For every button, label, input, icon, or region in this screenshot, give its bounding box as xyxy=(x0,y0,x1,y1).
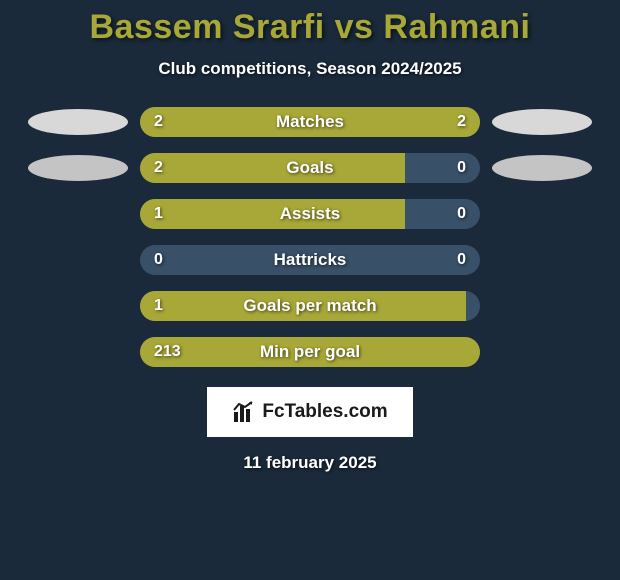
stat-value-left: 1 xyxy=(154,205,163,223)
stat-label: Goals xyxy=(286,158,333,178)
stat-label: Assists xyxy=(280,204,340,224)
stat-value-right: 0 xyxy=(457,205,466,223)
stat-rows: 2 Matches 2 2 Goals 0 1 Assists 0 0 Hattricks 0 1 Goa… xyxy=(0,107,620,367)
fctables-logo[interactable]: FcTables.com xyxy=(207,387,413,437)
stat-row: 0 Hattricks 0 xyxy=(0,245,620,275)
stat-label: Hattricks xyxy=(274,250,347,270)
stat-label: Matches xyxy=(276,112,344,132)
stat-bar: 2 Goals 0 xyxy=(140,153,480,183)
player-right-avatar xyxy=(492,109,592,135)
stat-value-right: 0 xyxy=(457,251,466,269)
stat-bar: 0 Hattricks 0 xyxy=(140,245,480,275)
chart-icon xyxy=(232,400,256,424)
stat-value-left: 1 xyxy=(154,297,163,315)
date-label: 11 february 2025 xyxy=(0,453,620,473)
stat-value-left: 213 xyxy=(154,343,181,361)
stat-label: Goals per match xyxy=(243,296,376,316)
player-left-avatar xyxy=(28,109,128,135)
stat-row: 1 Assists 0 xyxy=(0,199,620,229)
stat-bar: 1 Goals per match xyxy=(140,291,480,321)
spacer xyxy=(492,247,592,273)
bar-fill-left xyxy=(140,199,405,229)
spacer xyxy=(28,247,128,273)
logo-text: FcTables.com xyxy=(262,401,387,423)
stat-value-right: 0 xyxy=(457,159,466,177)
page-title: Bassem Srarfi vs Rahmani xyxy=(0,8,620,47)
stat-row: 2 Matches 2 xyxy=(0,107,620,137)
stat-value-right: 2 xyxy=(457,113,466,131)
stat-row: 2 Goals 0 xyxy=(0,153,620,183)
stat-value-left: 2 xyxy=(154,159,163,177)
spacer xyxy=(492,339,592,365)
spacer xyxy=(28,339,128,365)
spacer xyxy=(28,201,128,227)
spacer xyxy=(28,293,128,319)
stat-value-left: 0 xyxy=(154,251,163,269)
stat-bar: 213 Min per goal xyxy=(140,337,480,367)
stat-row: 1 Goals per match xyxy=(0,291,620,321)
player-right-avatar xyxy=(492,155,592,181)
spacer xyxy=(492,293,592,319)
stat-bar: 1 Assists 0 xyxy=(140,199,480,229)
stat-row: 213 Min per goal xyxy=(0,337,620,367)
stat-label: Min per goal xyxy=(260,342,360,362)
subtitle: Club competitions, Season 2024/2025 xyxy=(0,59,620,79)
stat-bar: 2 Matches 2 xyxy=(140,107,480,137)
player-left-avatar xyxy=(28,155,128,181)
stat-value-left: 2 xyxy=(154,113,163,131)
spacer xyxy=(492,201,592,227)
bar-fill-left xyxy=(140,153,405,183)
comparison-card: Bassem Srarfi vs Rahmani Club competitio… xyxy=(0,0,620,473)
